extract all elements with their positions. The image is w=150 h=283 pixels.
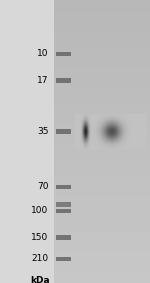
Bar	[56, 202, 71, 207]
Text: 150: 150	[31, 233, 49, 242]
Text: 210: 210	[32, 254, 49, 263]
Bar	[56, 185, 71, 189]
Text: 70: 70	[37, 182, 49, 191]
Text: kDa: kDa	[30, 276, 50, 283]
Text: 10: 10	[37, 49, 49, 58]
Bar	[56, 129, 71, 134]
Text: 35: 35	[37, 127, 49, 136]
Bar	[56, 209, 71, 213]
Bar	[56, 78, 71, 83]
Text: 17: 17	[37, 76, 49, 85]
Bar	[56, 235, 71, 240]
Bar	[54, 0, 150, 283]
Bar	[56, 52, 71, 56]
Text: 100: 100	[31, 206, 49, 215]
Bar	[56, 257, 71, 261]
Bar	[0, 0, 54, 283]
